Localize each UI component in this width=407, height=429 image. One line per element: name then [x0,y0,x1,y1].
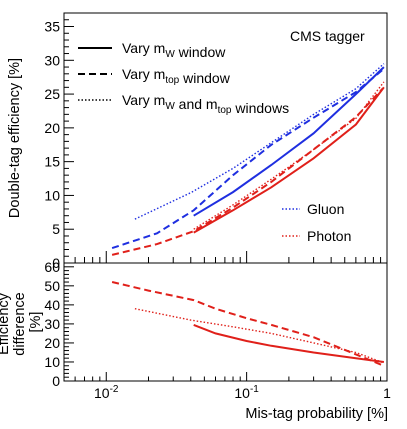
series-line-solid [193,66,385,217]
y-tick-label: 10 [44,354,60,370]
y-tick-label: 20 [44,120,60,136]
series-line-dotted [134,63,385,220]
bottom-x-axis: 10-2 10-1 1 [63,372,391,401]
y-tick-label: 0 [52,255,60,271]
series-line-solid [193,86,385,234]
y-tick-label: 5 [52,221,60,237]
y-tick-label: 30 [44,316,60,332]
bottom-y-title-line1: Efficiency [0,292,12,355]
legend-entry-solid: Vary mW window [122,40,226,60]
top-y-axis: 0 5 10 15 20 25 30 35 [44,12,74,271]
y-tick-label: 25 [44,86,60,102]
series-line-solid [193,323,385,363]
x-tick-label: 10-1 [234,384,259,401]
color-legend: Gluon Photon [282,201,351,244]
top-y-axis-title: Double-tag efficiency [%] [7,58,23,218]
top-x-axis [63,251,388,263]
bottom-series-group [111,281,385,367]
bottom-y-axis: 0 10 20 30 40 50 60 [44,259,74,389]
y-tick-label: 0 [52,373,60,389]
y-tick-label: 30 [44,52,60,68]
bottom-panel: 0 10 20 30 40 50 60 10-2 10-1 1 Efficiency diffe… [0,259,391,422]
top-series-group [111,63,385,256]
bottom-y-title-unit: [%] [28,312,44,333]
legend-entry-dotted: Vary mW and mtop windows [122,92,289,116]
y-tick-label: 35 [44,19,60,35]
y-tick-label: 40 [44,297,60,313]
color-legend-label: Photon [307,228,351,244]
style-legend: Vary mW window Vary mtop window Vary mW an… [78,40,289,116]
y-tick-label: 20 [44,335,60,351]
color-legend-label: Gluon [307,201,344,217]
series-line-dotted [134,308,385,364]
bottom-y-axis-title: Efficiency difference [%] [0,288,44,355]
bottom-plot-frame [63,262,388,382]
x-axis-title: Mis-tag probability [%] [245,406,388,422]
y-tick-label: 15 [44,154,60,170]
series-line-dashed [111,281,385,367]
top-panel: 0 5 10 15 20 25 30 35 CMS tagger Vary mW window… [7,12,388,271]
x-tick-label: 1 [383,385,391,401]
y-tick-label: 10 [44,187,60,203]
y-tick-label: 60 [44,259,60,275]
series-line-dotted [193,81,385,230]
x-tick-label: 10-2 [94,384,119,401]
y-tick-label: 50 [44,278,60,294]
bottom-y-title-line2: difference [12,292,28,355]
legend-entry-dashed: Vary mtop window [122,66,231,86]
tagger-annotation: CMS tagger [290,28,365,44]
series-line-dashed [111,69,384,250]
